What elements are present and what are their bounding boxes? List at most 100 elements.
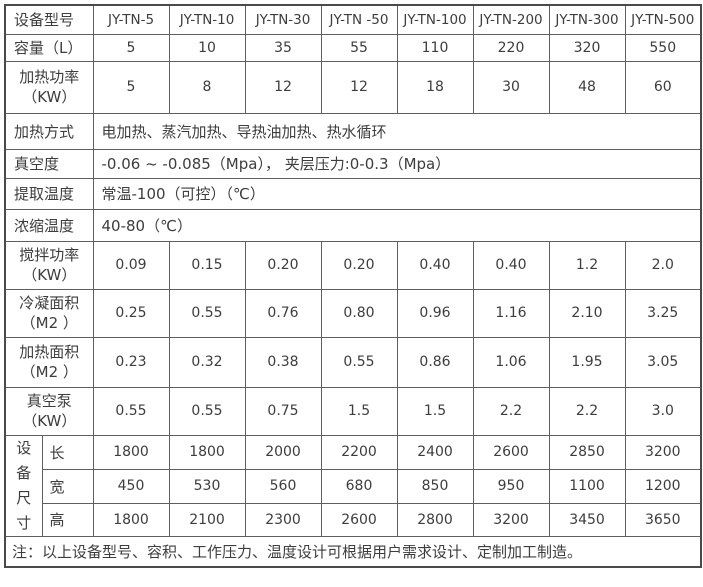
- row-label-line1: 搅拌功率: [19, 246, 80, 264]
- value-cell: 1.2: [548, 240, 626, 290]
- value-cell: 550: [624, 33, 702, 62]
- row-label-unit: （KW）: [22, 266, 77, 284]
- row-label: 冷凝面积 （M2 ）: [4, 288, 94, 338]
- model-header: JY-TN-30: [244, 4, 322, 35]
- extract-temp-row: 提取温度 常温-100（可控）（℃）: [4, 177, 702, 210]
- dimension-group-char: 寸: [16, 513, 32, 532]
- heating-power-row: 加热功率 （KW） 5 8 12 12 18 30 48 60: [4, 60, 702, 114]
- value-cell: 0.96: [396, 288, 474, 338]
- dimension-height-row: 高 1800 2100 2300 2600 2800 3200 3450 365…: [5, 502, 702, 537]
- value-cell: 1.5: [320, 386, 398, 436]
- value-cell: 18: [396, 60, 474, 114]
- row-label: 真空度: [4, 148, 94, 179]
- value-cell: 450: [92, 468, 170, 504]
- value-cell: 2.0: [624, 240, 702, 290]
- value-cell: 0.75: [244, 386, 322, 436]
- value-cell: 320: [548, 33, 626, 62]
- value-cell: 2.2: [472, 386, 550, 436]
- value-cell: 0.38: [244, 336, 322, 388]
- model-header: JY-TN-100: [396, 4, 474, 35]
- value-cell: 3650: [624, 502, 702, 537]
- row-label-unit: （KW）: [22, 88, 77, 106]
- dimension-label: 长: [41, 434, 94, 470]
- dimension-width-row: 宽 450 530 560 680 850 950 1100 1200: [5, 468, 702, 504]
- value-cell: 110: [396, 33, 474, 62]
- row-label: 搅拌功率 （KW）: [4, 240, 94, 290]
- dimension-label: 宽: [41, 468, 94, 504]
- value-cell: 850: [396, 468, 474, 504]
- value-cell: 3200: [624, 434, 702, 470]
- value-cell: 0.20: [320, 240, 398, 290]
- concentrate-temp-row: 浓缩温度 40-80（℃）: [4, 208, 702, 242]
- value-cell: 950: [472, 468, 550, 504]
- value-cell: 2100: [168, 502, 246, 537]
- value-cell: 0.09: [92, 240, 170, 290]
- dimension-group-label: 设 备 尺 寸: [4, 434, 43, 537]
- value-cell: 0.76: [244, 288, 322, 338]
- value-cell: 2000: [244, 434, 322, 470]
- value-cell: 5: [92, 33, 170, 62]
- dimension-group-char: 尺: [16, 488, 32, 507]
- value-cell: 560: [244, 468, 322, 504]
- value-cell: 1.06: [472, 336, 550, 388]
- header-row: 设备型号 JY-TN-5 JY-TN-10 JY-TN-30 JY-TN -50…: [4, 4, 702, 35]
- row-label: 加热功率 （KW）: [4, 60, 94, 114]
- row-label-line1: 真空泵: [26, 392, 72, 410]
- model-header: JY-TN-300: [548, 4, 626, 35]
- value-cell: 0.55: [168, 386, 246, 436]
- value-cell: 0.40: [472, 240, 550, 290]
- note-text: 注：以上设备型号、容积、工作压力、温度设计可根据用户需求设计、定制加工制造。: [4, 535, 702, 568]
- value-cell: 12: [320, 60, 398, 114]
- row-label: 浓缩温度: [4, 208, 94, 242]
- value-cell: 220: [472, 33, 550, 62]
- condense-area-row: 冷凝面积 （M2 ） 0.25 0.55 0.76 0.80 0.96 1.16…: [4, 288, 702, 338]
- value-cell: 0.15: [168, 240, 246, 290]
- value-cell: 12: [244, 60, 322, 114]
- note-row: 注：以上设备型号、容积、工作压力、温度设计可根据用户需求设计、定制加工制造。: [4, 535, 702, 568]
- row-label: 真空泵 （KW）: [4, 386, 94, 436]
- row-label-line1: 加热面积: [19, 343, 80, 361]
- value-cell: 0.55: [320, 336, 398, 388]
- value-cell: 0.20: [244, 240, 322, 290]
- value-cell: 3450: [548, 502, 626, 537]
- model-header: JY-TN -50: [320, 4, 398, 35]
- value-cell: 0.80: [320, 288, 398, 338]
- value-cell: 3.05: [624, 336, 702, 388]
- value-cell: 1800: [168, 434, 246, 470]
- value-cell: 1.5: [396, 386, 474, 436]
- spec-text: 40-80（℃）: [92, 208, 702, 242]
- value-cell: 2.10: [548, 288, 626, 338]
- value-cell: 3.0: [624, 386, 702, 436]
- value-cell: 60: [624, 60, 702, 114]
- value-cell: 0.32: [168, 336, 246, 388]
- dimension-length-row: 设 备 尺 寸 长 1800 1800 2000 2200 2400 2600 …: [4, 434, 702, 537]
- spec-text: 电加热、蒸汽加热、导热油加热、热水循环: [92, 112, 702, 150]
- value-cell: 3200: [472, 502, 550, 537]
- value-cell: 1200: [624, 468, 702, 504]
- value-cell: 8: [168, 60, 246, 114]
- row-label-unit: （KW）: [22, 412, 77, 430]
- value-cell: 680: [320, 468, 398, 504]
- value-cell: 1100: [548, 468, 626, 504]
- row-label: 提取温度: [4, 177, 94, 210]
- value-cell: 2300: [244, 502, 322, 537]
- value-cell: 2600: [472, 434, 550, 470]
- stir-power-row: 搅拌功率 （KW） 0.09 0.15 0.20 0.20 0.40 0.40 …: [4, 240, 702, 290]
- vacuum-pump-row: 真空泵 （KW） 0.55 0.55 0.75 1.5 1.5 2.2 2.2 …: [4, 386, 702, 436]
- model-header: JY-TN-500: [624, 4, 702, 35]
- value-cell: 2200: [320, 434, 398, 470]
- value-cell: 0.25: [92, 288, 170, 338]
- spec-text: 常温-100（可控）（℃）: [92, 177, 702, 210]
- value-cell: 30: [472, 60, 550, 114]
- heating-area-row: 加热面积 （M2 ） 0.23 0.32 0.38 0.55 0.86 1.06…: [4, 336, 702, 388]
- value-cell: 1800: [92, 502, 170, 537]
- spec-table: 设备型号 JY-TN-5 JY-TN-10 JY-TN-30 JY-TN -50…: [4, 4, 703, 568]
- value-cell: 1800: [92, 434, 170, 470]
- value-cell: 5: [92, 60, 170, 114]
- dimension-group-char: 设: [16, 438, 32, 457]
- heating-method-row: 加热方式 电加热、蒸汽加热、导热油加热、热水循环: [4, 112, 702, 150]
- value-cell: 2850: [548, 434, 626, 470]
- value-cell: 0.86: [396, 336, 474, 388]
- model-header: JY-TN-10: [168, 4, 246, 35]
- value-cell: 2600: [320, 502, 398, 537]
